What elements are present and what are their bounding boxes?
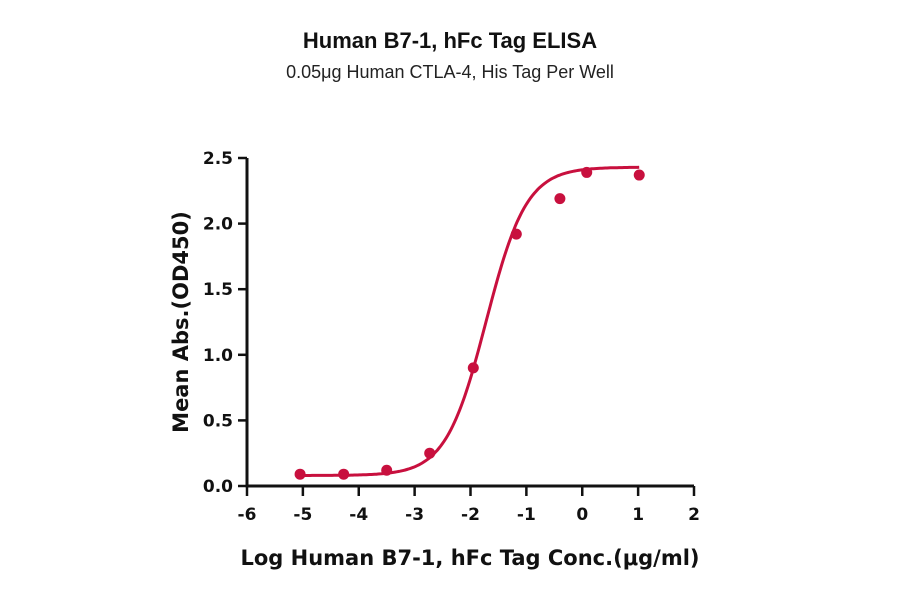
data-point [633,169,645,181]
fit-curve [300,165,640,477]
data-point [581,166,593,178]
data-points [294,166,645,480]
x-tick-label: 2 [688,505,700,525]
x-axis-title: Log Human B7-1, hFc Tag Conc.(μg/ml) [240,546,699,570]
data-point [554,193,566,205]
chart-subtitle: 0.05μg Human CTLA-4, His Tag Per Well [286,62,614,82]
x-tick-label: -2 [461,505,480,525]
y-tick-label: 2.5 [203,149,233,169]
y-tick-label: 1.5 [203,280,233,300]
x-tick-label: -3 [405,505,424,525]
y-tick-label: 2.0 [203,215,233,235]
x-tick-label: -6 [238,505,257,525]
x-tick-label: -5 [293,505,312,525]
data-point [467,362,479,374]
x-tick-label: -1 [517,505,536,525]
y-axis-title: Mean Abs.(OD450) [169,211,193,433]
chart-title: Human B7-1, hFc Tag ELISA [302,28,598,53]
x-tick-label: -4 [349,505,368,525]
data-point [338,468,350,480]
data-point [294,468,306,480]
data-point [510,228,522,240]
y-tick-label: 1.0 [203,346,233,366]
y-tick-label: 0.0 [203,477,233,497]
data-point [381,464,393,476]
x-tick-label: 0 [576,505,588,525]
x-tick-label: 1 [632,505,644,525]
y-tick-label: 0.5 [203,411,233,431]
axes: 0.0 0.5 1.0 1.5 2.0 2.5 -6 -5 -4 -3 -2 -1 0 1 2 [203,149,700,525]
data-point [424,447,436,459]
